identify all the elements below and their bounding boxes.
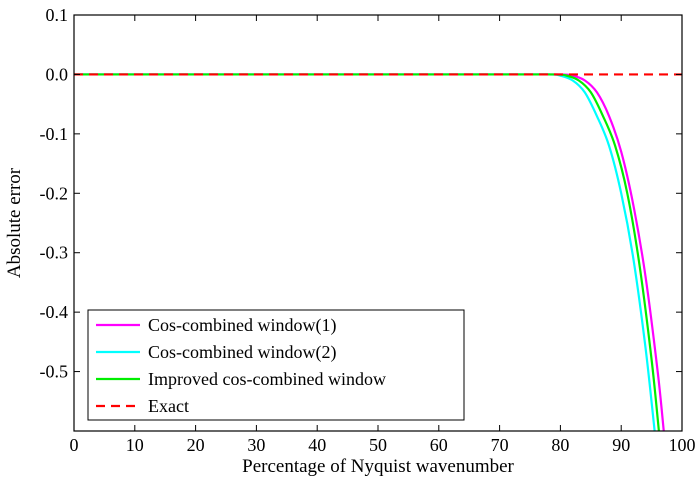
x-tick-label: 100 [669,435,696,455]
x-tick-label: 40 [308,435,326,455]
y-tick-label: -0.2 [40,183,69,203]
x-tick-label: 10 [126,435,144,455]
legend-label-2: Cos-combined window(2) [148,342,336,363]
x-tick-label: 60 [430,435,448,455]
x-axis-label: Percentage of Nyquist wavenumber [242,456,514,477]
legend-label-1: Cos-combined window(1) [148,315,336,336]
y-tick-label: -0.1 [40,124,69,144]
x-tick-label: 50 [369,435,387,455]
legend-label-3: Improved cos-combined window [148,369,386,389]
x-tick-label: 80 [551,435,569,455]
legend: Cos-combined window(1) Cos-combined windo… [87,309,465,421]
y-tick-label: -0.5 [40,362,69,382]
y-axis-label: Absolute error [4,167,25,278]
y-tick-label: -0.3 [40,243,69,263]
legend-box [87,309,465,421]
y-tick-label: 0.0 [46,64,69,84]
x-tick-label: 20 [187,435,205,455]
y-tick-label: -0.4 [40,302,69,322]
x-tick-label: 30 [247,435,265,455]
legend-label-4: Exact [148,396,189,416]
axis-ticks: 0 10 20 30 40 50 60 70 80 90 100 0.1 0.0 -0.1 -0.2 -0.3… [40,5,696,455]
x-tick-label: 0 [70,435,79,455]
x-tick-label: 70 [491,435,509,455]
y-tick-label: 0.1 [46,5,69,25]
plot-curves [74,73,682,431]
x-tick-label: 90 [612,435,630,455]
